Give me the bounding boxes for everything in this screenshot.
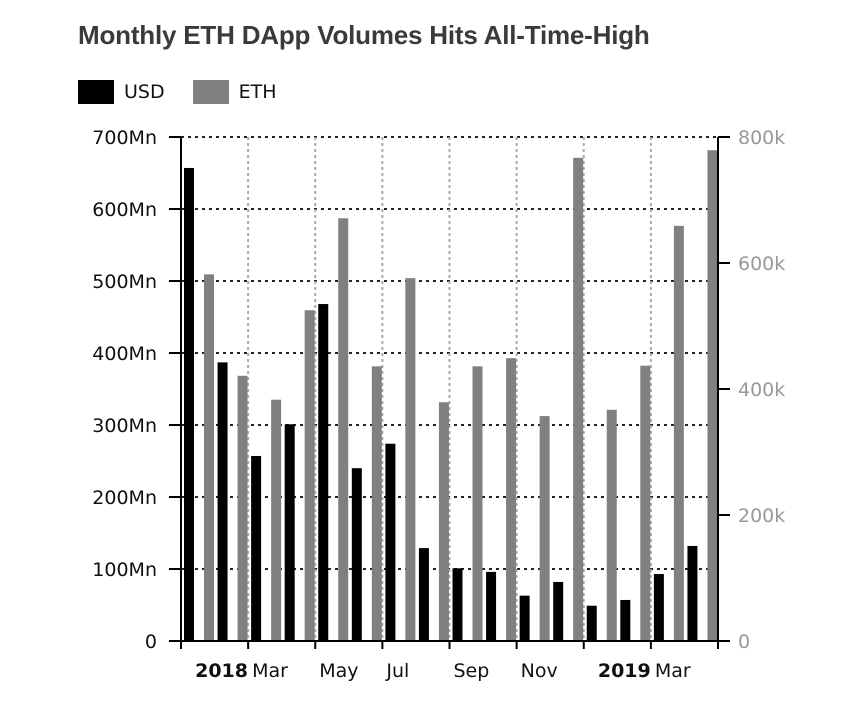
x-year-label: 2018 [195,660,248,682]
left-tick-label: 300Mn [92,415,157,437]
x-month-label: Mar [252,660,288,682]
bar-eth[interactable] [371,366,382,641]
right-tick-label: 400k [738,379,785,401]
legend-item-usd[interactable]: USD [78,80,165,104]
right-tick-label: 0 [738,631,750,653]
left-tick-label: 400Mn [92,343,157,365]
right-tick-label: 200k [738,505,785,527]
left-tick-label: 0 [145,631,157,653]
left-tick-label: 500Mn [92,271,157,293]
x-month-label: Jul [385,660,409,682]
bar-eth[interactable] [673,225,684,641]
bar-eth[interactable] [237,375,248,641]
bar-usd[interactable] [418,548,429,641]
bar-usd[interactable] [620,599,631,641]
bar-usd[interactable] [653,574,664,641]
bar-usd[interactable] [184,167,194,641]
bar-eth[interactable] [204,274,214,641]
bar-usd[interactable] [284,424,295,641]
bar-usd[interactable] [351,468,362,641]
x-month-label: Nov [521,660,558,682]
chart-title: Monthly ETH DApp Volumes Hits All-Time-H… [78,20,650,50]
legend-label-usd: USD [124,81,165,103]
bar-eth[interactable] [707,150,718,642]
left-tick-label: 100Mn [92,559,157,581]
bar-usd[interactable] [452,568,463,641]
x-month-label: May [319,660,358,682]
bar-usd[interactable] [251,455,262,641]
left-tick-label: 600Mn [92,199,157,221]
legend-label-eth: ETH [238,81,277,103]
bar-eth[interactable] [472,366,483,641]
left-tick-label: 700Mn [92,127,157,149]
bar-eth[interactable] [640,365,651,641]
x-month-label: Sep [454,660,490,682]
axis-layer [169,136,730,649]
left-tick-label: 200Mn [92,487,157,509]
bar-eth[interactable] [573,157,584,642]
legend-swatch-eth [192,80,229,104]
bar-layer [184,150,718,642]
x-month-label: Mar [655,660,691,682]
bar-usd[interactable] [486,571,497,641]
bar-eth[interactable] [438,402,449,641]
bar-eth[interactable] [606,409,617,641]
bar-usd[interactable] [318,304,329,641]
bar-usd[interactable] [519,595,530,641]
bar-usd[interactable] [553,581,564,641]
bar-eth[interactable] [539,416,550,641]
legend-swatch-usd [78,80,114,104]
bar-usd[interactable] [586,605,597,641]
bar-eth[interactable] [506,358,517,641]
grid-layer [181,136,718,641]
bar-eth[interactable] [304,310,315,641]
label-layer: 0 100Mn 200Mn 300Mn 400Mn 500Mn 600Mn 700Mn 0 200… [92,127,785,682]
bar-eth[interactable] [405,278,416,641]
bar-usd[interactable] [217,362,228,641]
bar-eth[interactable] [271,399,282,641]
bar-usd[interactable] [687,545,698,641]
legend: USD ETH [78,80,305,104]
bar-usd[interactable] [385,443,396,641]
legend-item-eth[interactable]: ETH [192,80,277,104]
right-tick-label: 600k [738,253,785,275]
bar-eth[interactable] [338,218,349,641]
right-tick-label: 800k [738,127,785,149]
x-year-label: 2019 [598,660,651,682]
